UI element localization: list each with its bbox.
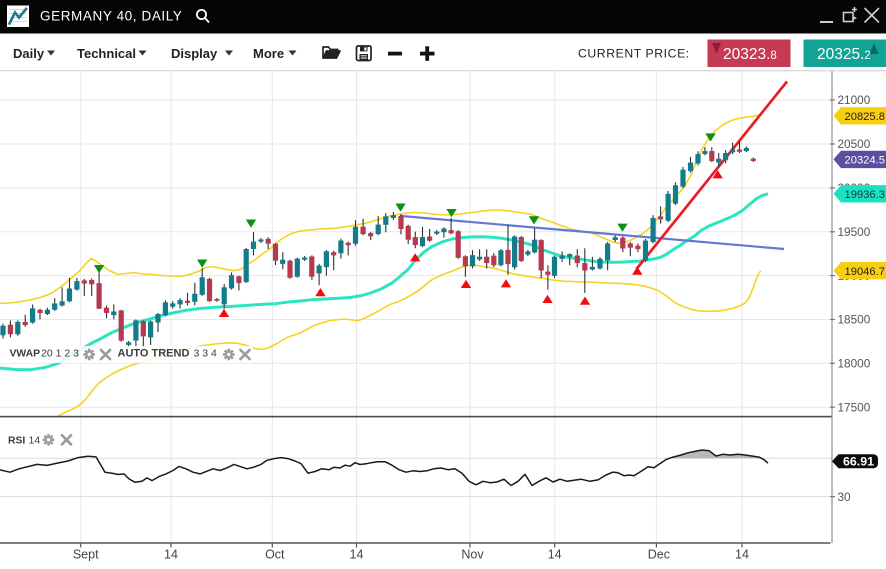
svg-text:21000: 21000 [838,93,871,107]
svg-text:14: 14 [735,548,749,562]
svg-text:18000: 18000 [838,357,871,371]
svg-text:AUTO TREND: AUTO TREND [118,348,190,360]
svg-text:More: More [253,46,284,61]
svg-text:CURRENT PRICE:: CURRENT PRICE: [578,47,690,61]
svg-text:14: 14 [29,435,41,447]
svg-text:Display: Display [171,46,218,61]
svg-text:Nov: Nov [461,548,484,562]
svg-text:30: 30 [838,490,852,504]
svg-text:VWAP: VWAP [10,349,41,360]
svg-text:20325.2: 20325.2 [817,46,871,63]
svg-text:Technical: Technical [77,46,136,61]
svg-text:20 1 2 3: 20 1 2 3 [41,348,79,360]
svg-text:20324.5: 20324.5 [845,155,885,167]
svg-text:3 3 4: 3 3 4 [194,348,218,360]
svg-text:Dec: Dec [648,548,670,562]
svg-text:14: 14 [548,548,562,562]
svg-text:14: 14 [350,548,364,562]
svg-text:20500: 20500 [838,137,871,151]
svg-text:18500: 18500 [838,313,871,327]
svg-text:Daily: Daily [13,46,45,61]
svg-text:19046.7: 19046.7 [845,266,885,278]
svg-text:20825.8: 20825.8 [845,111,885,123]
svg-text:14: 14 [164,548,178,562]
svg-text:19500: 19500 [838,225,871,239]
svg-text:19936.3: 19936.3 [845,189,885,201]
svg-text:RSI: RSI [8,436,25,447]
svg-text:Oct: Oct [265,548,285,562]
svg-text:66.91: 66.91 [843,454,874,468]
svg-text:17500: 17500 [838,400,871,414]
svg-text:GERMANY 40, DAILY: GERMANY 40, DAILY [40,9,183,24]
svg-text:20323.8: 20323.8 [723,46,777,63]
svg-text:Sept: Sept [73,548,99,562]
